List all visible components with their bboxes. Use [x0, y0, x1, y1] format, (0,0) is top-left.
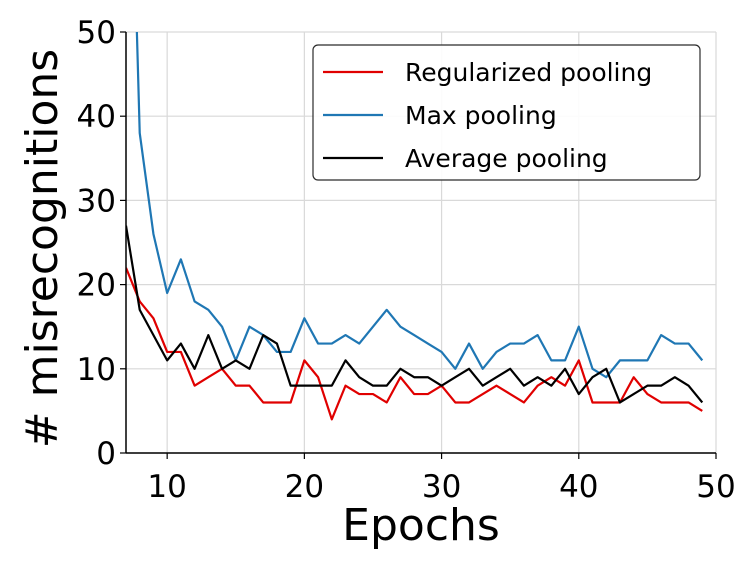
legend-label-2: Average pooling [405, 144, 608, 173]
y-axis-label: # misrecognitions [17, 49, 68, 448]
legend-label-1: Max pooling [405, 101, 557, 130]
x-axis-label: Epochs [342, 500, 500, 551]
x-tick-label: 40 [559, 469, 598, 505]
x-tick-label: 30 [422, 469, 461, 505]
y-tick-label: 10 [77, 352, 116, 388]
legend-label-0: Regularized pooling [405, 58, 652, 87]
legend: Regularized pooling Max pooling Average po… [312, 44, 701, 181]
x-tick-label: 10 [147, 469, 186, 505]
series-line-1 [135, 32, 704, 379]
axes [125, 32, 716, 454]
y-tick-label: 30 [77, 183, 116, 219]
y-tick-label: 0 [96, 436, 116, 472]
x-tick-label: 50 [696, 469, 735, 505]
legend-box [312, 44, 701, 181]
series-lines [126, 32, 704, 421]
y-tick-label: 50 [77, 15, 116, 51]
y-tick-label: 20 [77, 268, 116, 304]
x-tick-label: 20 [285, 469, 324, 505]
tick-labels: 10 20 30 40 50 0 10 20 30 40 50 [77, 15, 736, 505]
y-tick-label: 40 [77, 99, 116, 135]
series-line-2 [126, 225, 704, 404]
